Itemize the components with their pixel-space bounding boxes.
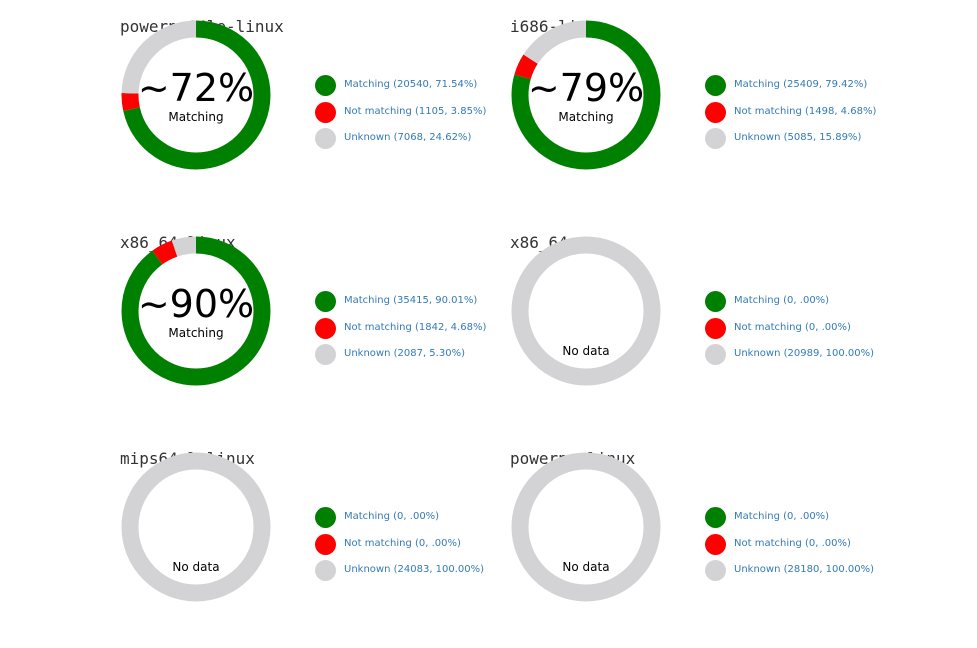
center-label: Matching <box>168 326 224 340</box>
legend-dot-icon <box>315 344 336 365</box>
legend-label[interactable]: Not matching (1842, 4.68%) <box>344 321 487 333</box>
donut-chart <box>121 236 271 386</box>
center-percentage: ~90% <box>137 282 255 326</box>
legend-label[interactable]: Not matching (1105, 3.85%) <box>344 105 487 117</box>
no-data-label: No data <box>562 560 610 574</box>
center-label: Matching <box>168 110 224 124</box>
legend-label[interactable]: Not matching (0, .00%) <box>344 537 461 549</box>
center-percentage: ~72% <box>137 66 255 110</box>
legend-label[interactable]: Matching (0, .00%) <box>734 295 830 306</box>
legend-dot-icon <box>705 344 726 365</box>
legend-label[interactable]: Unknown (7068, 24.62%) <box>344 132 472 143</box>
legend-label[interactable]: Matching (0, .00%) <box>344 511 440 522</box>
slice-unknown[interactable] <box>511 236 661 386</box>
donut-chart <box>121 20 271 170</box>
legend-dot-icon <box>315 291 336 312</box>
no-data-label: No data <box>562 344 610 358</box>
legend-dot-icon <box>315 75 336 96</box>
legend-label[interactable]: Not matching (1498, 4.68%) <box>734 105 877 117</box>
slice-unknown[interactable] <box>121 20 271 170</box>
slice-unknown[interactable] <box>511 452 661 602</box>
legend-label[interactable]: Unknown (20989, 100.00%) <box>734 348 875 359</box>
chart-panel-powerpc-linux: powerpc-linux No data Matching (0, .00%) No… <box>498 432 888 648</box>
chart-panel-mips64el-linux: mips64el-linux No data Matching (0, .00%) N… <box>108 432 498 648</box>
no-data-label: No data <box>172 560 220 574</box>
legend-dot-icon <box>705 291 726 312</box>
center-percentage: ~79% <box>527 66 645 110</box>
slice-not-matching[interactable] <box>121 20 271 170</box>
center-label: Matching <box>558 110 614 124</box>
legend-dot-icon <box>705 75 726 96</box>
slice-unknown[interactable] <box>121 236 271 386</box>
chart-panel-x86_64-gnu: x86_64-gnu No data Matching (0, .00%) Not m… <box>498 216 888 432</box>
legend-dot-icon <box>705 101 726 123</box>
chart-panel-i686-linux: i686-linux ~79% Matching Matching (25409, 7… <box>498 0 888 216</box>
chart-panel-x86_64-linux: x86_64-linux ~90% Matching Matching (35415,… <box>108 216 498 432</box>
donut-chart <box>121 452 271 602</box>
legend-dot-icon <box>705 507 726 528</box>
legend-label[interactable]: Not matching (0, .00%) <box>734 537 851 549</box>
legend-label[interactable]: Matching (35415, 90.01%) <box>344 295 478 306</box>
legend-dot-icon <box>705 533 726 555</box>
legend-dot-icon <box>705 560 726 581</box>
legend-dot-icon <box>315 101 336 123</box>
legend-dot-icon <box>315 560 336 581</box>
donut-chart <box>511 20 661 170</box>
legend-dot-icon <box>315 317 336 339</box>
legend-label[interactable]: Unknown (24083, 100.00%) <box>344 564 485 575</box>
legend-label[interactable]: Not matching (0, .00%) <box>734 321 851 333</box>
slice-unknown[interactable] <box>121 452 271 602</box>
donut-chart <box>511 236 661 386</box>
legend-dot-icon <box>705 317 726 339</box>
legend-label[interactable]: Unknown (2087, 5.30%) <box>344 348 465 359</box>
legend-dot-icon <box>315 128 336 149</box>
chart-panel-powerpc64le-linux: powerpc64le-linux ~72% Matching Matching (2… <box>108 0 498 216</box>
slice-unknown[interactable] <box>511 20 661 170</box>
legend-dot-icon <box>705 128 726 149</box>
legend-dot-icon <box>315 507 336 528</box>
legend-dot-icon <box>315 533 336 555</box>
legend-label[interactable]: Unknown (28180, 100.00%) <box>734 564 875 575</box>
legend-label[interactable]: Unknown (5085, 15.89%) <box>734 132 862 143</box>
legend-label[interactable]: Matching (25409, 79.42%) <box>734 79 868 90</box>
donut-chart <box>511 452 661 602</box>
legend-label[interactable]: Matching (20540, 71.54%) <box>344 79 478 90</box>
legend-label[interactable]: Matching (0, .00%) <box>734 511 830 522</box>
